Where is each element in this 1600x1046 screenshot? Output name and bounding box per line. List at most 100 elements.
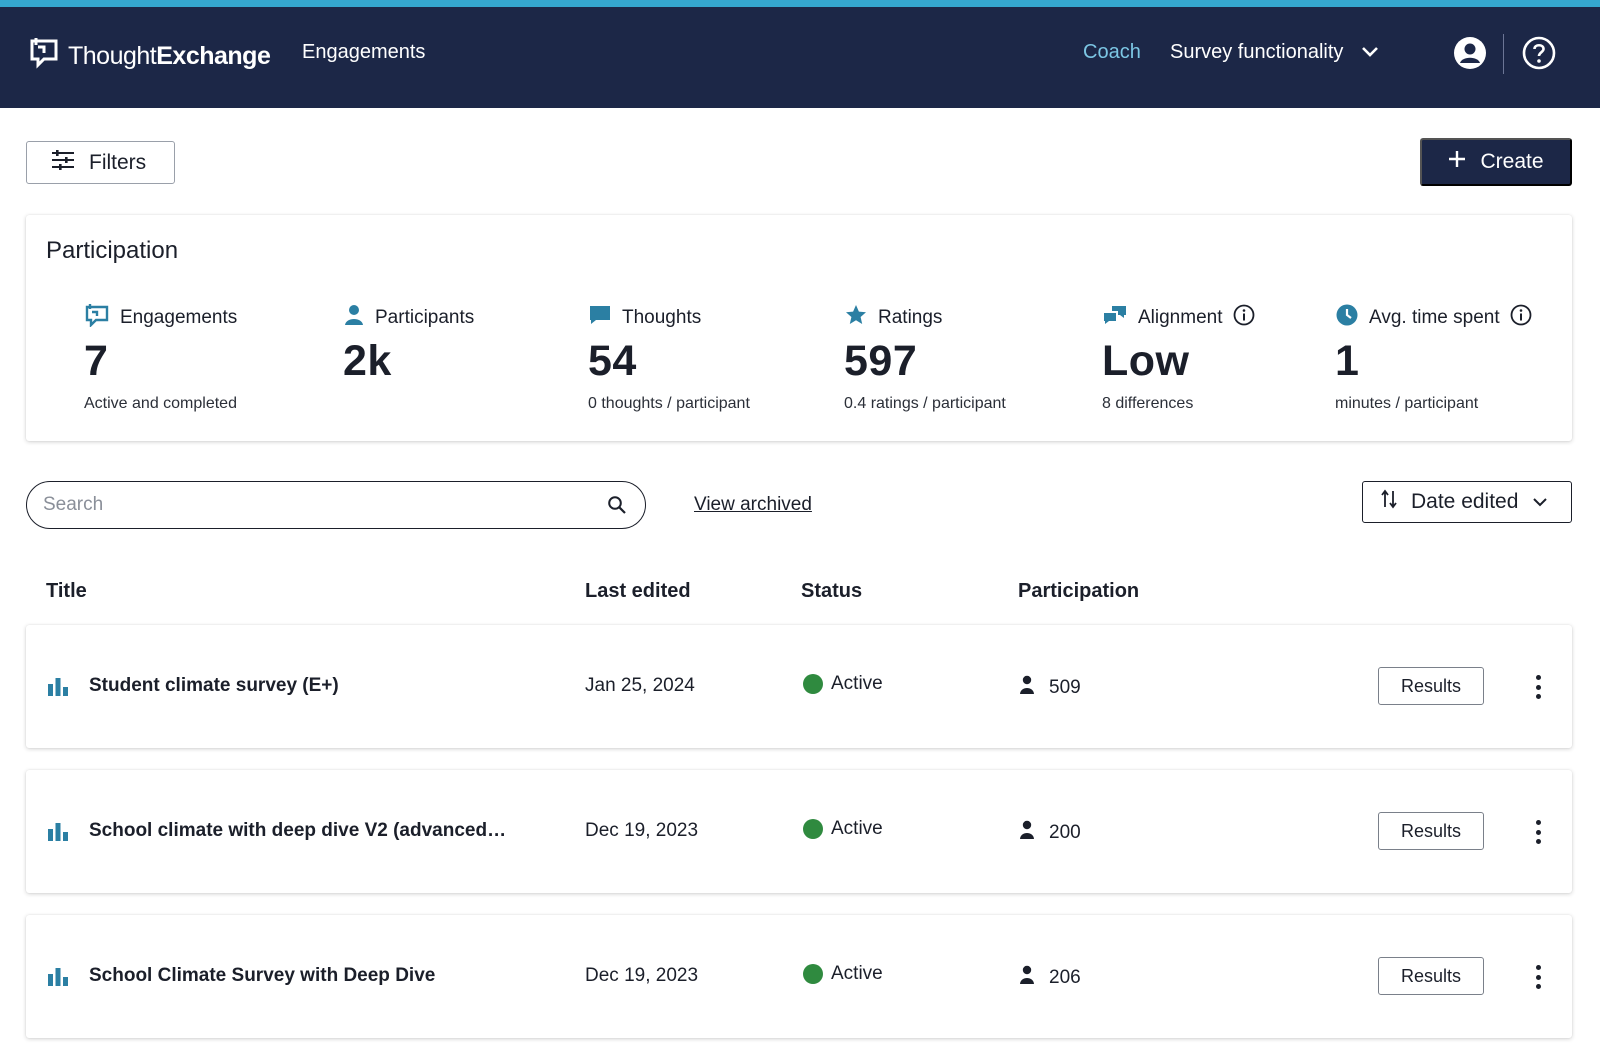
chevron-down-icon [1532,490,1548,514]
stat-ratings: Ratings 597 0.4 ratings / participant [844,305,1006,415]
row-title[interactable]: School climate with deep dive V2 (advanc… [89,820,507,841]
clock-icon [1335,303,1359,333]
stat-label: Engagements [120,307,238,328]
results-button[interactable]: Results [1378,957,1484,995]
status-label: Active [831,673,883,694]
logo-text-light: Thought [68,42,157,70]
plus-icon [1448,150,1466,174]
sort-arrows-icon [1381,489,1397,515]
info-icon[interactable] [1233,304,1255,332]
stat-label: Alignment [1138,307,1223,328]
person-icon [1019,675,1035,701]
table-row[interactable]: School climate with deep dive V2 (advanc… [26,770,1572,893]
create-label: Create [1480,150,1544,173]
star-icon [844,303,868,333]
status-dot [803,674,823,694]
stat-sub [343,395,474,415]
engagements-icon [84,303,110,333]
view-archived-link[interactable]: View archived [694,494,812,515]
nav-engagements[interactable]: Engagements [302,41,426,63]
participation-count: 200 [1049,822,1081,843]
stat-value: 1 [1335,337,1360,385]
stat-avg-time: Avg. time spent 1 minutes / participant [1335,303,1532,415]
column-header-title[interactable]: Title [46,580,87,602]
more-options-icon[interactable] [1530,675,1546,699]
filters-button[interactable]: Filters [26,141,175,184]
stat-label: Thoughts [622,307,702,328]
survey-chart-icon [47,823,69,846]
column-header-participation[interactable]: Participation [1018,580,1140,602]
results-button[interactable]: Results [1378,667,1484,705]
status-badge: Active [803,963,883,985]
row-participation: 200 [1019,820,1081,846]
row-last-edited: Jan 25, 2024 [585,675,695,696]
stat-value: 7 [84,337,109,385]
stat-sub: 8 differences [1102,395,1194,412]
status-badge: Active [803,673,883,695]
header-divider [1503,34,1504,74]
stat-value: 54 [588,337,637,385]
stat-value: 597 [844,337,918,385]
status-label: Active [831,818,883,839]
row-title[interactable]: Student climate survey (E+) [89,675,339,696]
table-row[interactable]: School Climate Survey with Deep Dive Dec… [26,915,1572,1038]
stat-label: Participants [375,307,475,328]
accent-stripe [0,0,1600,7]
workspace-label: Survey functionality [1170,41,1344,63]
search-icon[interactable] [607,495,627,520]
logo-wordmark: ThoughtExchange [68,42,271,71]
sort-dropdown[interactable]: Date edited [1362,481,1572,523]
participation-title: Participation [46,237,179,264]
status-badge: Active [803,818,883,840]
person-icon [1019,965,1035,991]
more-options-icon[interactable] [1530,820,1546,844]
chat-bubble-icon [588,303,612,333]
main-content: Filters Create Participation Engagements… [0,108,1600,1046]
status-label: Active [831,963,883,984]
column-header-status[interactable]: Status [801,580,863,602]
chevron-down-icon [1361,41,1379,64]
results-button[interactable]: Results [1378,812,1484,850]
help-icon [1522,36,1556,75]
stat-sub: 0 thoughts / participant [588,395,750,412]
create-button[interactable]: Create [1420,138,1572,186]
top-navigation-bar: ThoughtExchange Engagements Coach Survey… [0,7,1600,108]
info-icon[interactable] [1510,304,1532,332]
participation-count: 206 [1049,967,1081,988]
row-title[interactable]: School Climate Survey with Deep Dive [89,965,436,986]
status-dot [803,964,823,984]
status-dot [803,819,823,839]
stat-label: Avg. time spent [1369,307,1500,328]
nav-coach[interactable]: Coach [1083,41,1141,63]
stat-sub: minutes / participant [1335,395,1479,412]
survey-chart-icon [47,678,69,701]
row-participation: 509 [1019,675,1081,701]
stat-thoughts: Thoughts 54 0 thoughts / participant [588,305,750,415]
account-button[interactable] [1452,36,1488,73]
workspace-selector[interactable]: Survey functionality [1170,41,1379,64]
survey-chart-icon [47,968,69,991]
row-participation: 206 [1019,965,1081,991]
stat-engagements: Engagements 7 Active and completed [84,303,238,415]
stat-label: Ratings [878,307,943,328]
search-input[interactable] [43,493,583,517]
table-row[interactable]: Student climate survey (E+) Jan 25, 2024… [26,625,1572,748]
stat-participants: Participants 2k [343,305,474,415]
row-last-edited: Dec 19, 2023 [585,820,699,841]
stat-sub: Active and completed [84,395,237,412]
more-options-icon[interactable] [1530,965,1546,989]
row-last-edited: Dec 19, 2023 [585,965,699,986]
person-icon [343,303,365,333]
stat-sub: 0.4 ratings / participant [844,395,1006,412]
alignment-icon [1102,303,1128,333]
stat-alignment: Alignment Low 8 differences [1102,303,1255,415]
stat-value: 2k [343,337,392,385]
logo-icon [28,37,62,76]
participation-count: 509 [1049,677,1081,698]
logo-text-bold: Exchange [156,42,271,70]
column-header-last-edited[interactable]: Last edited [585,580,691,602]
person-icon [1019,820,1035,846]
sort-label: Date edited [1411,490,1519,513]
help-button[interactable] [1521,36,1557,75]
brand-logo[interactable]: ThoughtExchange [28,37,271,76]
